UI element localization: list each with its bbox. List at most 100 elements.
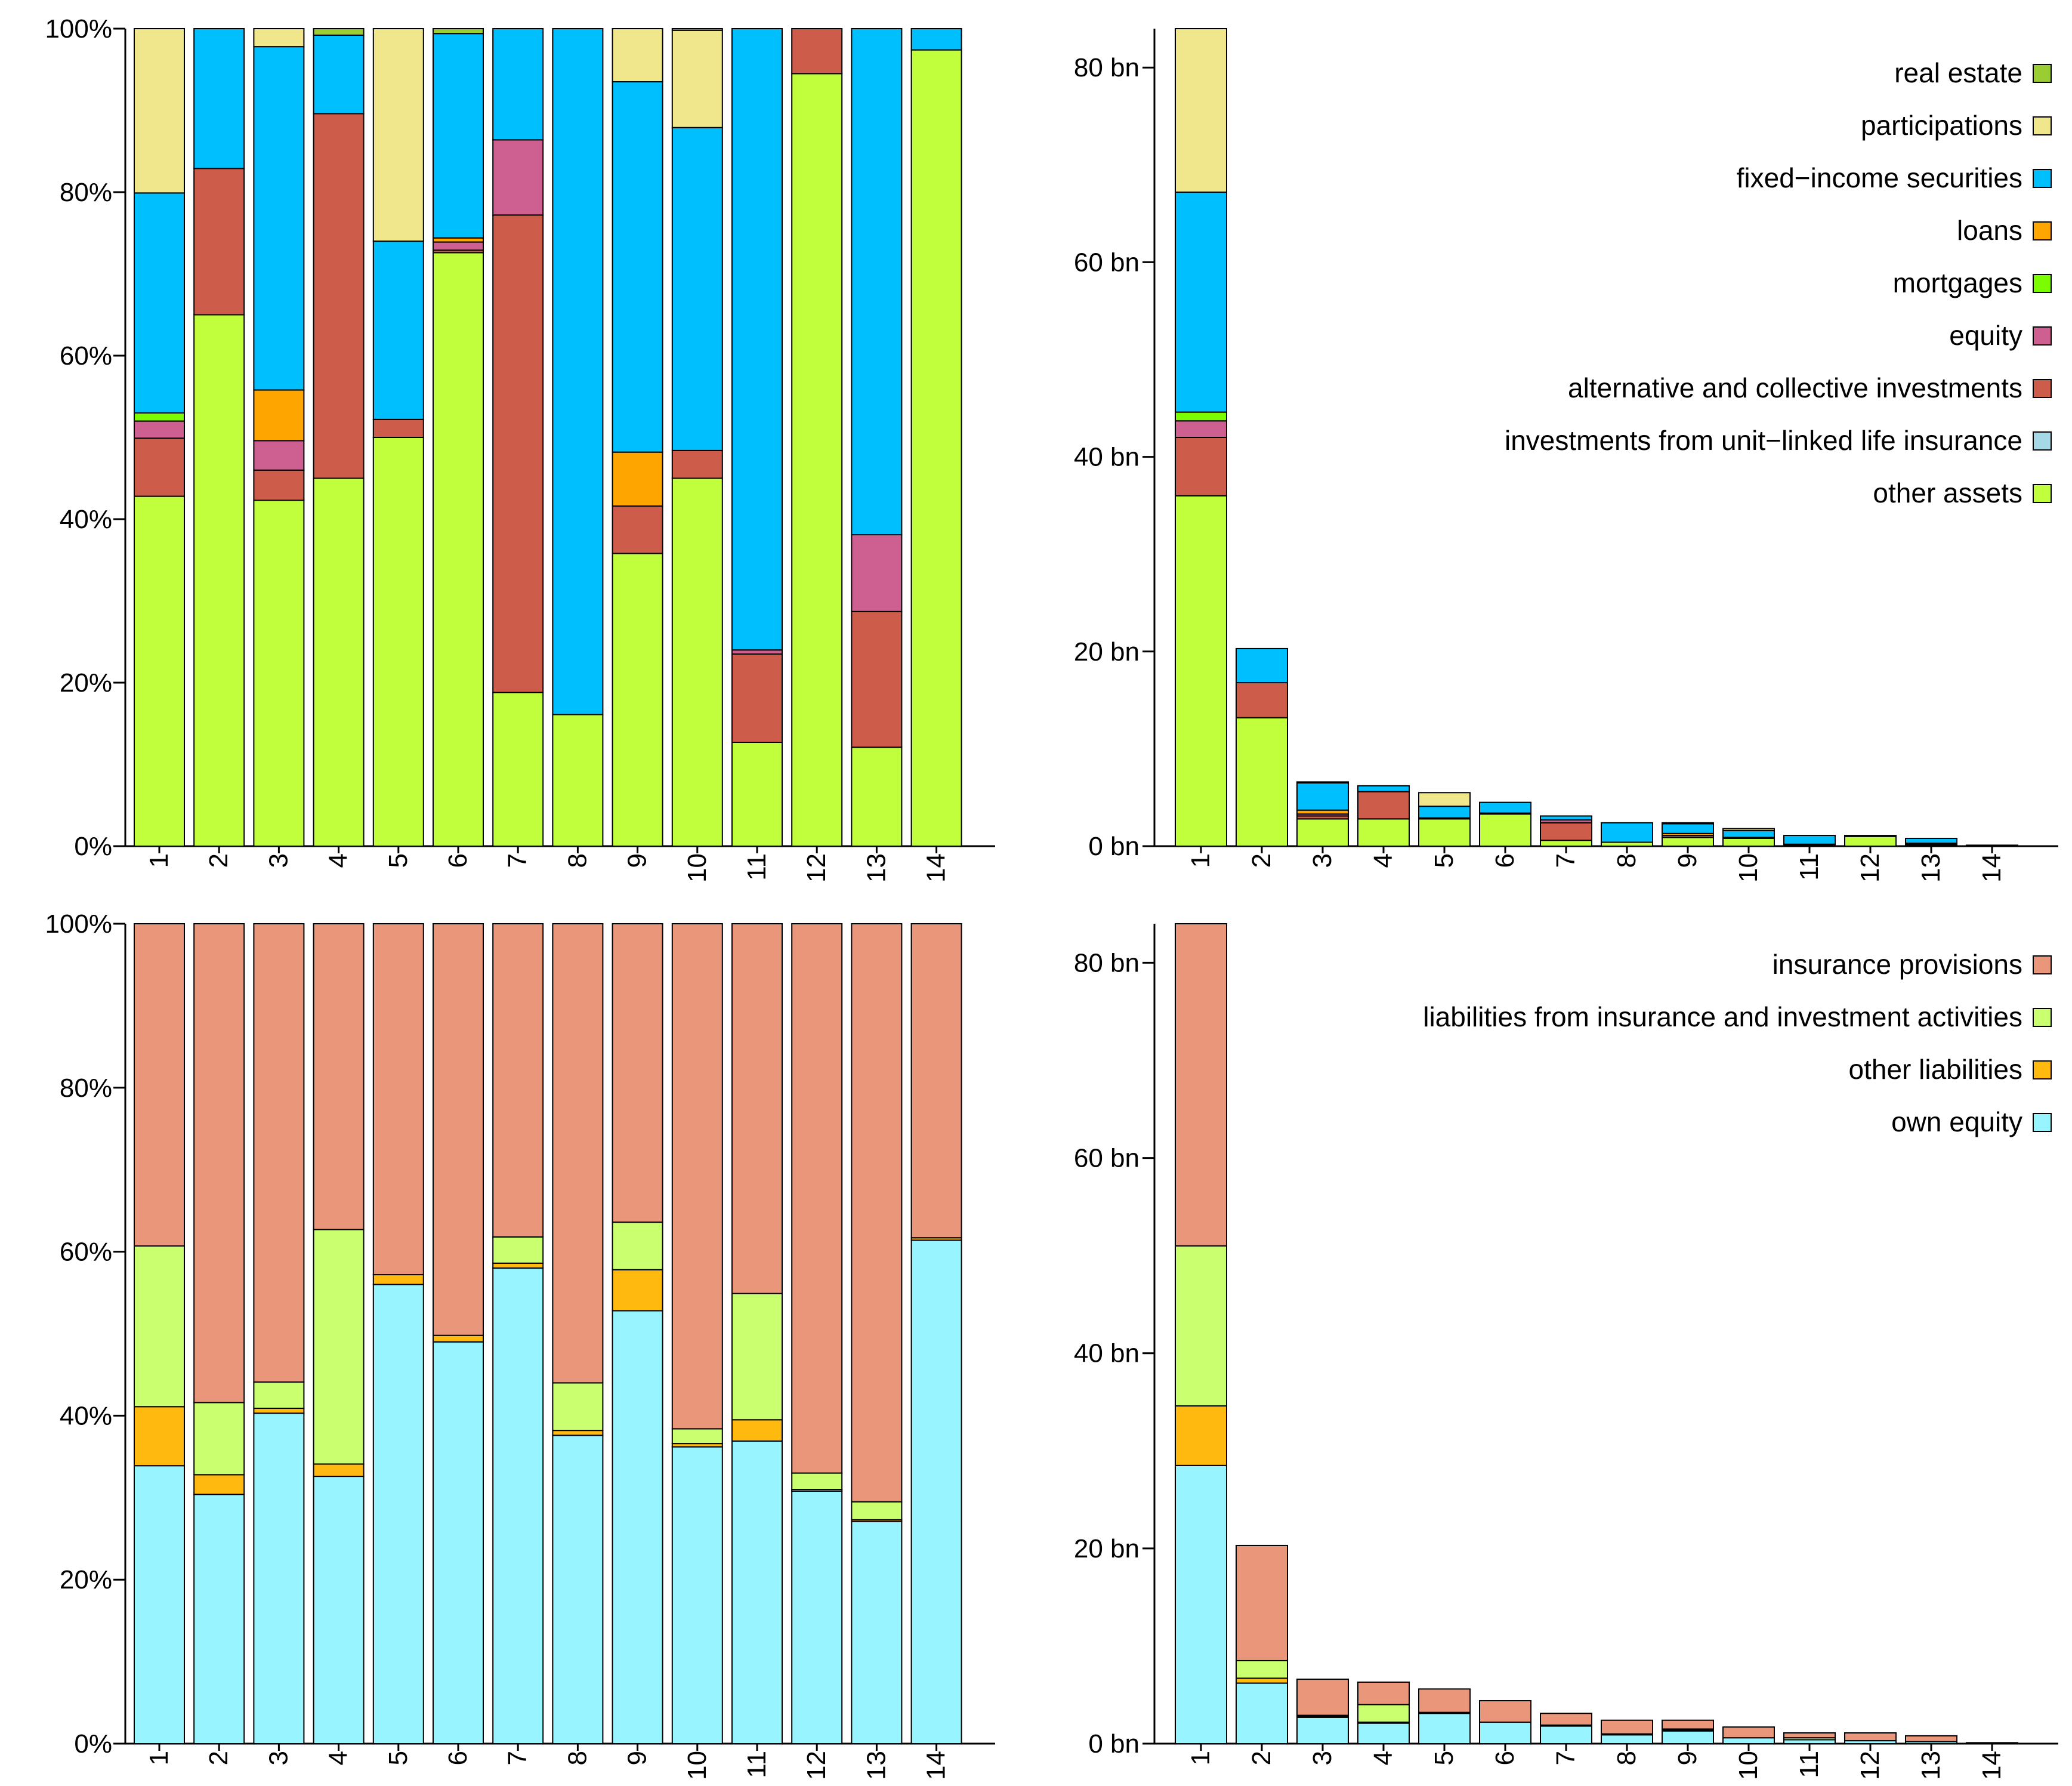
x-tick-label: 5 <box>1429 853 1459 868</box>
bar-segment: liabilities from insurance and investmen… <box>851 1501 903 1520</box>
bar-segment: fixed-income securities 2: 17.1 <box>193 28 245 169</box>
y-tick-label: 0% <box>74 832 112 861</box>
bar-segment: insurance provisions 1: 33 <box>1175 923 1227 1247</box>
bar-segment: fixed-income securities 7: 13.6 <box>492 28 544 141</box>
y-tick-label: 20 bn <box>1074 1534 1140 1563</box>
x-tick-label: 5 <box>384 1751 413 1765</box>
bar-segment: insurance provisions 7: 38.2 <box>492 923 544 1238</box>
x-tick-label: 1 <box>1186 853 1215 868</box>
bar-segment: own equity 6: 49 <box>433 1341 484 1744</box>
bar-segment: other assets 4: 2.8 <box>1357 818 1410 847</box>
bar-segment: insurance provisions 11: 0.5 <box>1783 1732 1836 1739</box>
x-tick-label: 9 <box>623 853 652 868</box>
bar-segment: participations 5: 1.4 <box>1418 792 1471 807</box>
bar-segment: insurance provisions 3: 3.7 <box>1296 1679 1349 1716</box>
bar-segment: other assets 14: 0.1 <box>1966 844 2018 847</box>
bar-segment: own equity 6: 2.2 <box>1479 1722 1531 1745</box>
bar-segment: loans 3: 6.2 <box>253 389 305 442</box>
legend-label: other liabilities <box>1849 1054 2022 1085</box>
legend-label: own equity <box>1891 1106 2022 1137</box>
bar-segment: liabilities from insurance and investmen… <box>1357 1704 1410 1723</box>
y-tick-label: 20% <box>60 668 112 698</box>
y-tick-label: 60% <box>60 341 112 371</box>
bar-segment: insurance provisions 12: 67 <box>791 923 843 1474</box>
x-tick-label: 8 <box>1612 853 1641 868</box>
x-tick-label: 6 <box>443 1751 473 1765</box>
x-tick-label: 10 <box>683 853 712 883</box>
y-tick-label: 20% <box>60 1565 112 1594</box>
x-tick-label: 1 <box>144 853 174 868</box>
y-tick-label: 40 bn <box>1074 443 1140 472</box>
bar-segment: insurance provisions 1: 39.3 <box>134 923 185 1247</box>
bar-segment: equity 3: 3.6 <box>253 440 305 471</box>
liabilities-absolute-chart: 0 bn 20 bn 40 bn 60 bn 80 bn own equity 1: 28… <box>1074 923 2058 1780</box>
legend-swatch <box>2033 116 2052 135</box>
legend-swatch <box>2033 484 2052 503</box>
bar-segment: other assets 8: 16.1 <box>552 714 604 847</box>
bar-segment: insurance provisions 3: 55.9 <box>253 923 305 1383</box>
x-tick-label: 9 <box>1673 853 1702 868</box>
bar-segment: participations 10: 11.9 <box>671 29 723 128</box>
x-tick-label: 3 <box>264 1751 293 1765</box>
legend-label: liabilities from insurance and investmen… <box>1423 1001 2022 1032</box>
bar-segment: own equity 10: 0.6 <box>1722 1737 1775 1745</box>
x-tick-label: 11 <box>1795 1751 1824 1778</box>
bar-segment: other assets 6: 3.3 <box>1479 813 1531 847</box>
x-tick-label: 3 <box>264 853 293 868</box>
legend-swatch <box>2033 955 2052 974</box>
bar-segment: alternative and collective investments 7… <box>1540 822 1592 841</box>
bar-segment: alternative and collective investments 2… <box>193 168 245 316</box>
bar-segment: own equity 1: 28.5 <box>1175 1464 1227 1745</box>
bar-segment: loans 6: 0.5 <box>433 237 484 243</box>
y-tick-label: 60 bn <box>1074 1144 1140 1173</box>
bar-segment: insurance provisions 2: 11.8 <box>1236 1544 1288 1661</box>
bar-segment: insurance provisions 5: 2.4 <box>1418 1688 1471 1713</box>
bar-segment: equity 6: 1 <box>433 241 484 251</box>
y-tick-label: 100% <box>45 909 112 939</box>
bar-segment: own equity 11: 36.9 <box>731 1440 783 1744</box>
liabilities-share-chart: 0%20%40%60%80%100%own equity 1: 33.9othe… <box>45 909 995 1780</box>
bar-segment: insurance provisions 4: 37.3 <box>313 923 365 1230</box>
legend: real estate participations fixed−income se… <box>1505 57 2052 508</box>
bar-segment: other assets 13: 12.1 <box>851 747 903 847</box>
bar-segment: participations 5: 26 <box>372 28 424 242</box>
assets-share-chart: 0%20%40%60%80%100%other assets 1: 42.8al… <box>45 14 995 883</box>
legend-swatch <box>2033 326 2052 346</box>
bar-segment: participations 9: 0.1 <box>1662 822 1714 825</box>
bar-segment: other assets 7: 0.6 <box>1540 840 1592 847</box>
bar-segment: participations 9: 6.5 <box>612 28 663 83</box>
bar-segment: fixed-income securities 3: 42 <box>253 46 305 391</box>
bar-segment: other assets 9: 35.8 <box>612 553 663 847</box>
bar-segment: liabilities from insurance and investmen… <box>253 1381 305 1409</box>
bar-segment: other liabilities 9: 5 <box>612 1269 663 1312</box>
bar-segment: other assets 5: 2.8 <box>1418 818 1471 847</box>
bar-segment: own equity 14: 0.1 <box>1966 1742 2018 1744</box>
bar-segment: alternative and collective investments 7… <box>492 214 544 693</box>
bar-segment: other assets 12: 94.5 <box>791 73 843 847</box>
x-tick-label: 9 <box>623 1751 652 1765</box>
bar-segment: insurance provisions 9: 0.9 <box>1662 1719 1714 1730</box>
bar-segment: fixed-income securities 9: 1 <box>1662 823 1714 834</box>
x-tick-label: 1 <box>1186 1751 1215 1765</box>
bar-segment: alternative and collective investments 1… <box>1175 437 1227 496</box>
bar-segment: other assets 1: 42.8 <box>134 495 185 847</box>
bar-segment: other assets 2: 13.2 <box>1236 717 1288 847</box>
bar-segment: own equity 8: 37.6 <box>552 1435 604 1744</box>
bar-segment: other assets 10: 0.8 <box>1722 837 1775 847</box>
x-tick-label: 3 <box>1308 853 1337 868</box>
bar-segment: other assets 14: 97.4 <box>910 49 962 847</box>
bar-segment: loans 9: 6.6 <box>612 451 663 507</box>
bar-segment: insurance provisions 11: 45.1 <box>731 923 783 1294</box>
x-tick-label: 12 <box>802 853 831 883</box>
legend-swatch <box>2033 1113 2052 1132</box>
bar-segment: liabilities from insurance and investmen… <box>492 1236 544 1264</box>
bar-segment: fixed-income securities 2: 3.5 <box>1236 647 1288 683</box>
y-tick-label: 80 bn <box>1074 948 1140 977</box>
bar-segment: fixed-income securities 13: 61.9 <box>851 28 903 536</box>
bar-segment: real estate 4: 0.8 <box>313 28 365 36</box>
bar-segment: participations 3: 2.2 <box>253 28 305 48</box>
bar-segment: fixed-income securities 4: 0.6 <box>1357 785 1410 792</box>
bar-segment: liabilities from insurance and investmen… <box>671 1428 723 1445</box>
legend-label: other assets <box>1873 477 2022 508</box>
bar-segment: other liabilities 2: 2.4 <box>193 1474 245 1495</box>
